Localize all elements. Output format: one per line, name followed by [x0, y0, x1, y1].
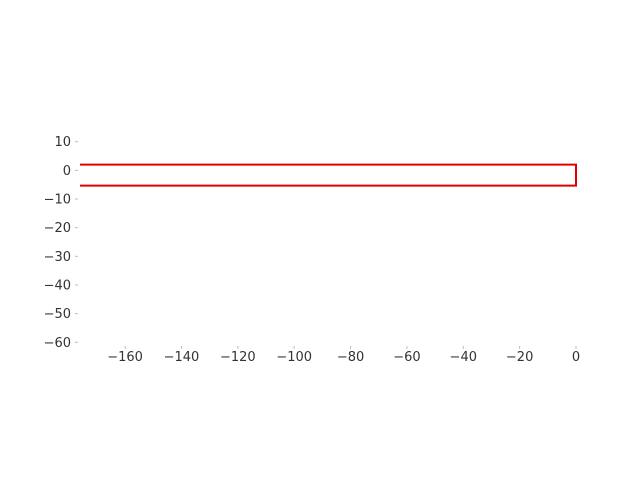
x-tick-label: −20	[506, 350, 533, 365]
x-tick-label: −40	[450, 350, 477, 365]
x-tick-label: −100	[276, 350, 312, 365]
y-tick-label: −50	[44, 307, 71, 322]
y-tick-label: −10	[44, 193, 71, 208]
x-tick-label: −120	[220, 350, 256, 365]
series-line-0	[80, 163, 577, 187]
y-tick-label: 10	[54, 135, 71, 150]
y-tick-label: −30	[44, 250, 71, 265]
x-tick-label: −140	[164, 350, 200, 365]
plot-series	[80, 163, 577, 187]
x-tick-label: −60	[393, 350, 420, 365]
y-tick-label: 0	[63, 164, 71, 179]
y-axis: 10 0 −10 −20 −30 −40 −50 −60	[44, 135, 78, 351]
y-tick-label: −20	[44, 221, 71, 236]
y-tick-label: −40	[44, 278, 71, 293]
x-axis: −160 −140 −120 −100 −80 −60 −40 −20 0	[107, 346, 580, 365]
y-tick-label: −60	[44, 336, 71, 351]
x-tick-label: −160	[107, 350, 143, 365]
x-tick-label: −80	[337, 350, 364, 365]
x-tick-label: 0	[572, 350, 580, 365]
